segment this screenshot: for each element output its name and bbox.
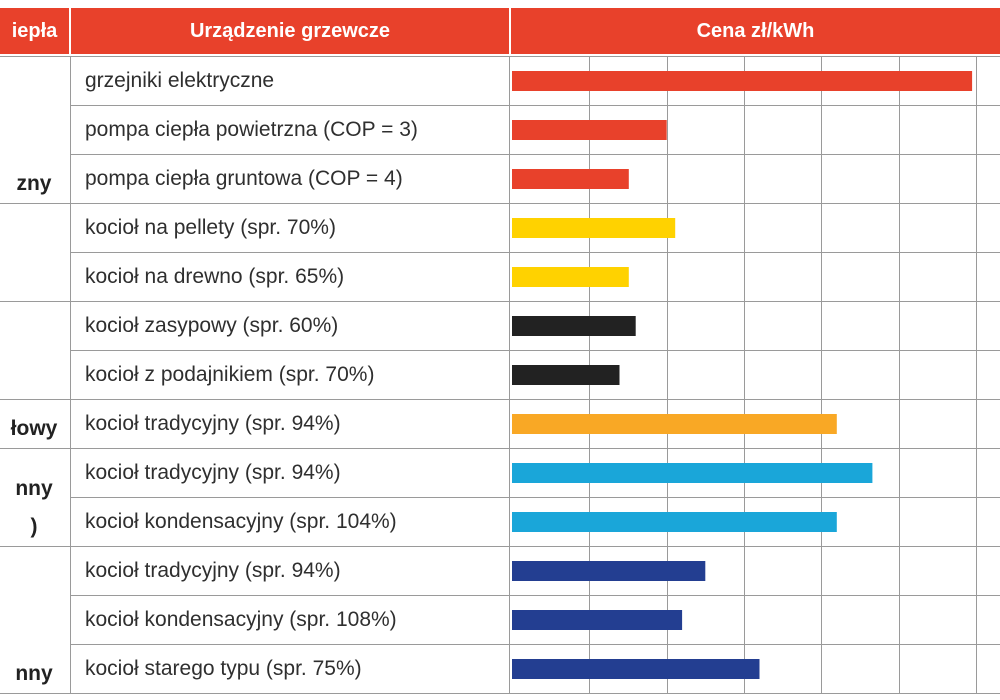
bar (512, 71, 973, 91)
row-border (70, 203, 1000, 204)
row-border (70, 252, 1000, 253)
group-border (0, 546, 70, 547)
header-source: iepła (0, 8, 69, 54)
device-label: kocioł tradycyjny (spr. 94%) (85, 460, 341, 484)
row-border (70, 301, 1000, 302)
bar (512, 561, 706, 581)
grid-line (821, 56, 822, 693)
row-border (70, 448, 1000, 449)
header-price: Cena zł/kWh (511, 8, 1000, 54)
row-border (70, 546, 1000, 547)
source-group-label: zny (0, 56, 68, 203)
group-border (0, 203, 70, 204)
device-label: kocioł zasypowy (spr. 60%) (85, 313, 339, 337)
group-border (0, 448, 70, 449)
device-label: pompa ciepła powietrzna (COP = 3) (85, 117, 418, 141)
device-label: pompa ciepła gruntowa (COP = 4) (85, 166, 403, 190)
row-border (70, 497, 1000, 498)
group-border (0, 301, 70, 302)
grid-line (899, 56, 900, 693)
row-border (70, 105, 1000, 106)
device-label: kocioł na pellety (spr. 70%) (85, 215, 336, 239)
bar (512, 120, 667, 140)
source-group-label-line: łowy (10, 417, 58, 440)
device-label: kocioł tradycyjny (spr. 94%) (85, 411, 341, 435)
device-label: kocioł na drewno (spr. 65%) (85, 264, 345, 288)
source-group-label: łowy (0, 399, 68, 448)
header-device-label: Urządzenie grzewcze (189, 19, 391, 42)
header-divider (69, 8, 71, 54)
source-group-label-line: ) (30, 515, 38, 538)
source-group-label-line: nny (15, 662, 53, 685)
bar (512, 169, 629, 189)
device-label: kocioł tradycyjny (spr. 94%) (85, 558, 341, 582)
source-group-label: nny) (0, 448, 68, 546)
bar (512, 512, 837, 532)
bar (512, 218, 676, 238)
row-border (70, 399, 1000, 400)
row-border (70, 693, 1000, 694)
bar (512, 659, 760, 679)
source-group-label-line: zny (16, 172, 52, 195)
header-source-label: iepła (11, 19, 58, 42)
bar (512, 267, 629, 287)
header-device: Urządzenie grzewcze (71, 8, 509, 54)
header-price-label: Cena zł/kWh (696, 19, 815, 42)
column-border (70, 56, 71, 693)
row-border (70, 154, 1000, 155)
device-label: grzejniki elektryczne (85, 68, 275, 92)
column-border (509, 56, 510, 693)
source-group-label: nny (0, 546, 68, 693)
group-border (0, 56, 70, 57)
bar (512, 316, 636, 336)
device-label: kocioł kondensacyjny (spr. 108%) (85, 607, 397, 631)
header-divider (509, 8, 511, 54)
grid-line (976, 56, 977, 693)
group-border (0, 693, 70, 694)
grid-line (744, 56, 745, 693)
bar (512, 463, 873, 483)
bar (512, 414, 837, 434)
group-border (0, 399, 70, 400)
source-group-label-line: nny (15, 477, 53, 500)
device-label: kocioł kondensacyjny (spr. 104%) (85, 509, 397, 533)
row-border (70, 644, 1000, 645)
device-label: kocioł z podajnikiem (spr. 70%) (85, 362, 375, 386)
bar (512, 610, 683, 630)
row-border (70, 595, 1000, 596)
device-label: kocioł starego typu (spr. 75%) (85, 656, 362, 680)
row-border (70, 56, 1000, 57)
row-border (70, 350, 1000, 351)
grid-line (667, 56, 668, 693)
bar (512, 365, 620, 385)
